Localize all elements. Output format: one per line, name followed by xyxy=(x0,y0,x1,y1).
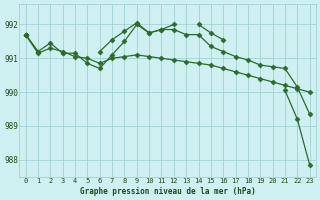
X-axis label: Graphe pression niveau de la mer (hPa): Graphe pression niveau de la mer (hPa) xyxy=(80,187,255,196)
